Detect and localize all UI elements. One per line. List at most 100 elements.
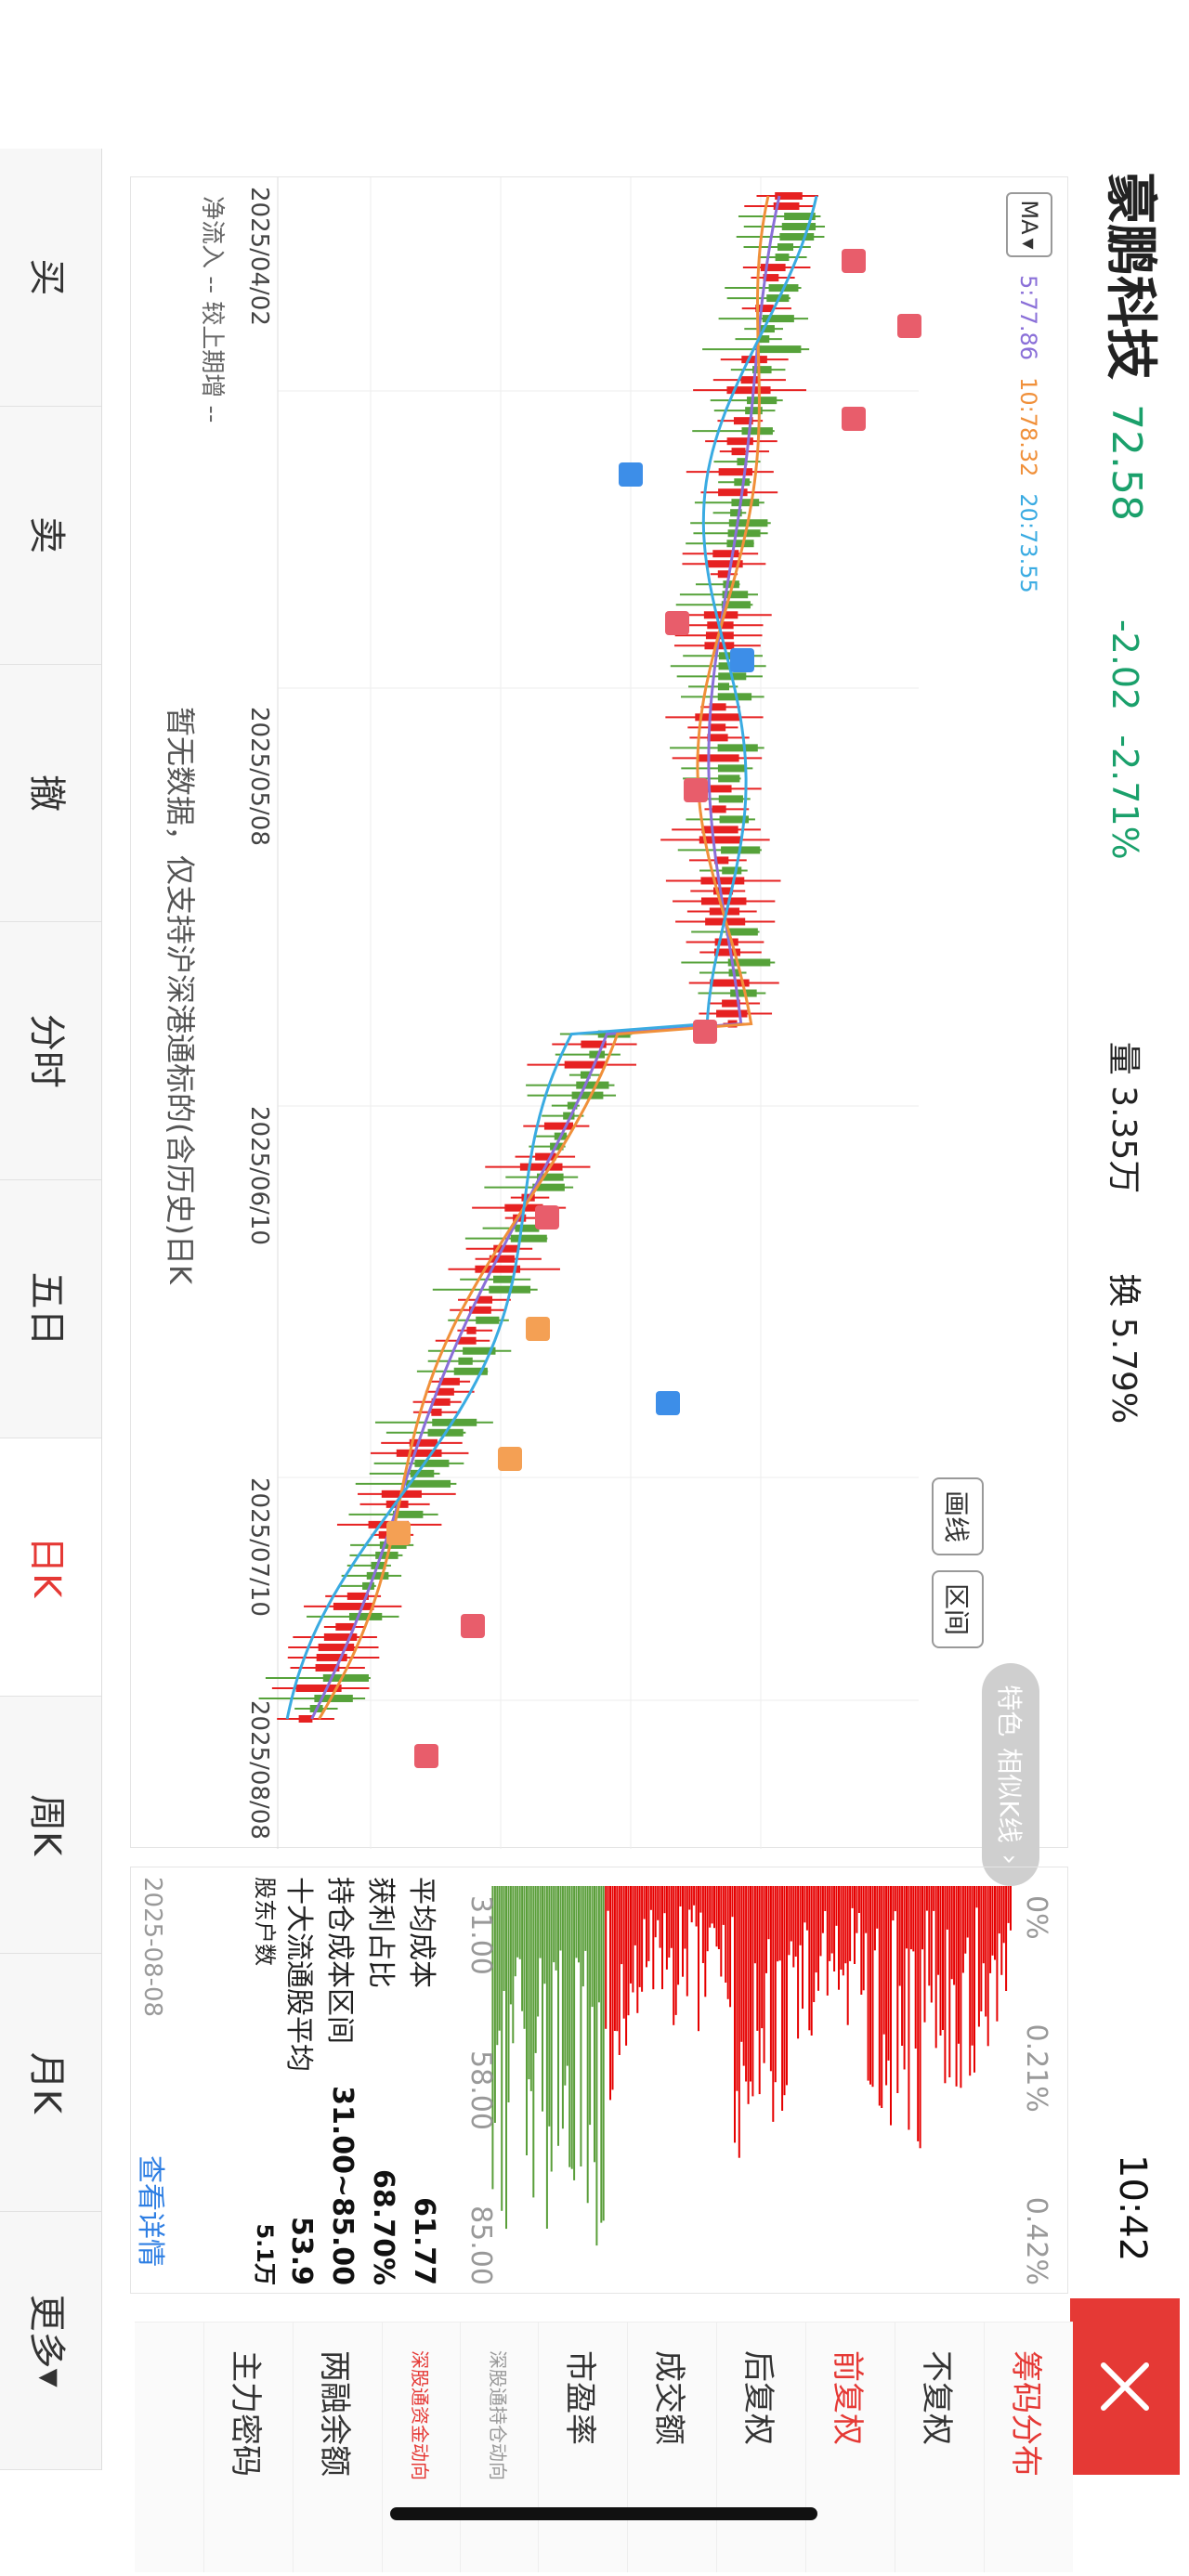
chip-bar [869,1886,871,2085]
tab-intraday[interactable]: 分时 [0,922,101,1181]
candle-body [718,795,743,803]
candle-body [406,1479,451,1488]
chip-bar [677,1886,680,1985]
chip-bar [698,1886,699,2032]
chip-bar [663,1886,666,1914]
trade-marker [693,1020,717,1044]
chip-bar [912,1886,915,1952]
chip-bar [799,1886,802,1945]
chip-bar [503,1886,505,1991]
chip-bar [994,1886,996,1960]
stat-label: 十大流通股平均 [282,1877,315,2072]
trade-marker [386,1521,411,1545]
candle-body [333,1602,374,1610]
tab-buy[interactable]: 买 [0,149,101,407]
candle-body [532,1183,565,1191]
chip-bar [939,1886,942,2036]
chip-bar [634,1886,636,1945]
chip-bar [568,1886,571,2167]
date-label: 2025/06/10 [245,1106,273,1245]
range-button[interactable]: 区间 [932,1570,984,1648]
tab-sell[interactable]: 卖 [0,406,101,665]
trade-marker [897,314,921,338]
chip-bar [673,1886,675,2025]
trade-marker [665,611,689,635]
chip-bar [966,1886,969,1938]
candle-body [695,713,740,722]
candle-body [366,1571,389,1580]
candle-body [704,642,735,650]
feature-label: 特色 [994,1685,1025,1737]
chip-bar [580,1886,582,2166]
chip-bar [751,1886,754,2097]
kline-chart-panel[interactable]: MA ▾ 5:77.86 10:78.32 20:73.55 画线 区间 特色 相… [129,176,1068,1886]
draw-line-button[interactable]: 画线 [932,1477,984,1555]
chip-bar [942,1886,944,2030]
menu-northbound-holdings[interactable]: 深股通持仓动向 [460,2322,538,2572]
chip-bar [693,1886,696,1906]
candle-body [439,1377,460,1386]
stat-holders[interactable]: 股东户数 5.1万 [254,1877,281,2285]
menu-pe-ratio[interactable]: 市盈率 [538,2322,627,2572]
candle-body [335,1622,355,1631]
clock: 10:42 [1111,2154,1154,2262]
menu-forward-adjust[interactable]: 前复权 [805,2322,895,2572]
menu-no-adjust[interactable]: 不复权 [895,2322,984,2572]
candle-body [716,1009,748,1018]
candle-body [295,1684,342,1692]
candle-body [477,1295,493,1304]
chip-bar [726,1886,729,1999]
view-details-link[interactable]: 查看详情 [134,2155,166,2267]
chip-bar [514,1886,516,1977]
menu-turnover-amount[interactable]: 成交额 [627,2322,716,2572]
menu-northbound-flow[interactable]: 深股通资金动向 [382,2322,460,2572]
chip-bar [641,1886,644,1992]
trade-marker [526,1317,550,1341]
candle-body [712,550,739,558]
chip-bar [720,1886,723,1977]
chip-bar [491,1886,494,2190]
trade-marker [730,648,754,672]
chip-bar [792,1886,795,1968]
chip-bar [498,1886,501,2031]
chip-bar [973,1886,975,2073]
candle-body [298,1715,313,1723]
close-button[interactable] [1070,2298,1180,2475]
menu-margin-balance[interactable]: 两融余额 [293,2322,382,2572]
kline-chart[interactable] [129,177,1067,1849]
no-data-message: 暂无数据，仅支持沪深港通标的(含历史)日K [163,707,198,1284]
tab-more[interactable]: 更多 ▾ [0,2212,101,2471]
stat-top10-avg[interactable]: 十大流通股平均 53.9 [281,1877,322,2285]
chip-bar [840,1886,843,1970]
candle-body [719,815,750,824]
chip-bar [871,1886,874,2088]
chip-bar [682,1886,684,1977]
tab-monthly-k[interactable]: 月K [0,1954,101,2213]
chip-bar [1007,1886,1010,1923]
chip-bar [638,1886,641,1987]
chip-bar [627,1886,630,2016]
tab-cancel[interactable]: 撤 [0,664,101,923]
candle-body [519,1163,563,1171]
similar-kline-button[interactable]: 特色 相似K线 › [982,1663,1039,1886]
chip-bar [564,1886,567,2086]
chip-bar [857,1886,860,1913]
chip-bar [906,1886,908,1949]
ma-selector[interactable]: MA ▾ [1006,192,1052,257]
chip-bar [516,1886,519,1958]
candle-body [734,478,751,487]
stat-value: 53.9 [285,2216,319,2285]
tab-weekly-k[interactable]: 周K [0,1696,101,1955]
chip-bar [566,1886,568,2066]
chip-bar [821,1886,824,1933]
menu-chip-distribution[interactable]: 筹码分布 [984,2322,1073,2572]
chip-bar [971,1886,973,2046]
menu-backward-adjust[interactable]: 后复权 [716,2322,805,2572]
chip-bar [763,1886,765,2063]
menu-main-force[interactable]: 主力密码 [203,2322,293,2572]
chip-bar [659,1886,661,1948]
chip-bar [894,1886,896,1912]
tab-daily-k[interactable]: 日K [0,1438,101,1697]
chip-bar [835,1886,838,1926]
tab-five-day[interactable]: 五日 [0,1180,101,1438]
